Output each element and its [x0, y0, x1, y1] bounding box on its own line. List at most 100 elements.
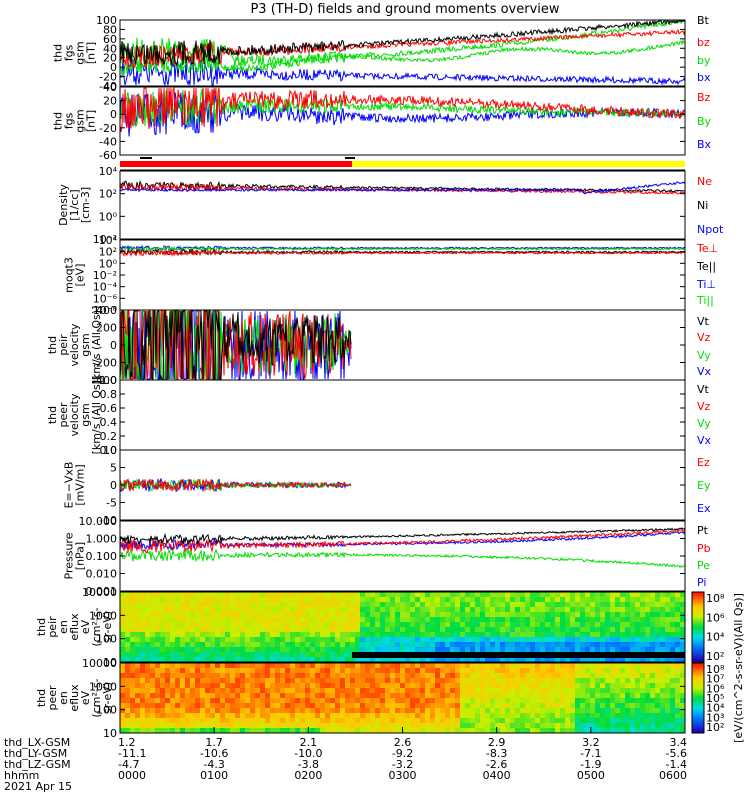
electron-spectrogram-cell	[520, 703, 525, 708]
ion-spectrogram-cell	[430, 657, 435, 662]
ion-spectrogram-cell	[175, 647, 180, 652]
electron-spectrogram-cell	[630, 693, 635, 698]
ion-spectrogram-cell	[360, 632, 365, 637]
ion-spectrogram-cell	[205, 607, 210, 612]
x-tick-label: -2.6	[486, 758, 507, 771]
electron-spectrogram-cell	[630, 678, 635, 683]
ion-spectrogram-cell	[370, 607, 375, 612]
electron-spectrogram-cell	[610, 673, 615, 678]
electron-spectrogram-cell	[165, 693, 170, 698]
ion-spectrogram-cell	[260, 652, 265, 657]
ion-spectrogram-cell	[240, 617, 245, 622]
electron-spectrogram-cell	[425, 728, 430, 733]
electron-spectrogram-cell	[235, 668, 240, 673]
electron-spectrogram-cell	[150, 663, 155, 668]
ion-spectrogram-cell	[615, 592, 620, 597]
ion-spectrogram-cell	[240, 647, 245, 652]
ion-spectrogram-cell	[170, 632, 175, 637]
ion-spectrogram-cell	[400, 617, 405, 622]
electron-spectrogram-cell	[205, 678, 210, 683]
ion-spectrogram-cell	[205, 597, 210, 602]
ion-spectrogram-cell	[675, 602, 680, 607]
ion-spectrogram-cell	[250, 592, 255, 597]
ion-spectrogram-cell	[590, 592, 595, 597]
ion-spectrogram-cell	[420, 632, 425, 637]
ion-spectrogram-cell	[190, 642, 195, 647]
colorbar-cell	[692, 666, 704, 669]
electron-spectrogram-cell	[175, 668, 180, 673]
electron-spectrogram-cell	[170, 683, 175, 688]
ion-spectrogram-cell	[445, 627, 450, 632]
electron-spectrogram-cell	[275, 698, 280, 703]
ion-spectrogram-cell	[220, 602, 225, 607]
ion-spectrogram-cell	[290, 612, 295, 617]
electron-spectrogram-cell	[445, 703, 450, 708]
electron-spectrogram-cell	[650, 688, 655, 693]
ion-spectrogram-cell	[390, 627, 395, 632]
ion-spectrogram-cell	[285, 612, 290, 617]
electron-spectrogram-cell	[230, 703, 235, 708]
ion-spectrogram-cell	[600, 627, 605, 632]
ion-spectrogram-cell	[675, 597, 680, 602]
electron-spectrogram-cell	[320, 698, 325, 703]
ion-spectrogram-cell	[285, 657, 290, 662]
ion-spectrogram-cell	[300, 612, 305, 617]
electron-spectrogram-cell	[190, 718, 195, 723]
ion-spectrogram-cell	[430, 607, 435, 612]
ion-spectrogram-cell	[230, 642, 235, 647]
electron-spectrogram-cell	[255, 728, 260, 733]
y-tick-label: 10000	[82, 657, 117, 670]
electron-spectrogram-cell	[665, 668, 670, 673]
ion-spectrogram-cell	[235, 647, 240, 652]
y-tick-label: -10	[99, 514, 117, 527]
ion-spectrogram-cell	[625, 597, 630, 602]
ion-spectrogram-cell	[125, 632, 130, 637]
ion-spectrogram-cell	[525, 642, 530, 647]
ion-spectrogram-cell	[515, 597, 520, 602]
electron-spectrogram-cell	[645, 698, 650, 703]
ion-spectrogram-cell	[355, 597, 360, 602]
ion-spectrogram-cell	[655, 617, 660, 622]
ion-spectrogram-cell	[265, 612, 270, 617]
ion-spectrogram-cell	[175, 637, 180, 642]
ion-spectrogram-cell	[385, 607, 390, 612]
electron-spectrogram-cell	[285, 708, 290, 713]
electron-spectrogram-cell	[660, 718, 665, 723]
ion-spectrogram-cell	[455, 607, 460, 612]
ion-spectrogram-cell	[595, 632, 600, 637]
ion-spectrogram-cell	[135, 607, 140, 612]
ion-spectrogram-cell	[305, 652, 310, 657]
electron-spectrogram-cell	[245, 703, 250, 708]
ion-spectrogram-cell	[375, 647, 380, 652]
electron-spectrogram-cell	[515, 718, 520, 723]
y-tick-label: 10	[103, 727, 117, 740]
electron-spectrogram-cell	[410, 698, 415, 703]
ion-spectrogram-cell	[405, 647, 410, 652]
electron-spectrogram-cell	[385, 688, 390, 693]
electron-spectrogram-cell	[190, 703, 195, 708]
electron-spectrogram-cell	[200, 683, 205, 688]
ion-spectrogram-cell	[125, 617, 130, 622]
electron-spectrogram-cell	[375, 698, 380, 703]
ion-spectrogram-cell	[260, 612, 265, 617]
colorbar-cell	[692, 639, 704, 642]
ion-spectrogram-cell	[580, 592, 585, 597]
ion-spectrogram-cell	[470, 602, 475, 607]
ion-spectrogram-cell	[660, 607, 665, 612]
electron-spectrogram-cell	[295, 723, 300, 728]
ion-spectrogram-cell	[360, 647, 365, 652]
electron-spectrogram-cell	[560, 678, 565, 683]
ion-spectrogram-cell	[630, 617, 635, 622]
electron-spectrogram-cell	[250, 663, 255, 668]
electron-spectrogram-cell	[190, 678, 195, 683]
ion-spectrogram-cell	[255, 632, 260, 637]
electron-spectrogram-cell	[200, 688, 205, 693]
electron-spectrogram-cell	[670, 663, 675, 668]
electron-spectrogram-cell	[400, 698, 405, 703]
electron-spectrogram-cell	[345, 708, 350, 713]
ion-spectrogram-cell	[335, 637, 340, 642]
y-axis-label: gsm	[79, 333, 92, 356]
electron-spectrogram-cell	[530, 708, 535, 713]
electron-spectrogram-cell	[360, 683, 365, 688]
ion-spectrogram-cell	[655, 647, 660, 652]
